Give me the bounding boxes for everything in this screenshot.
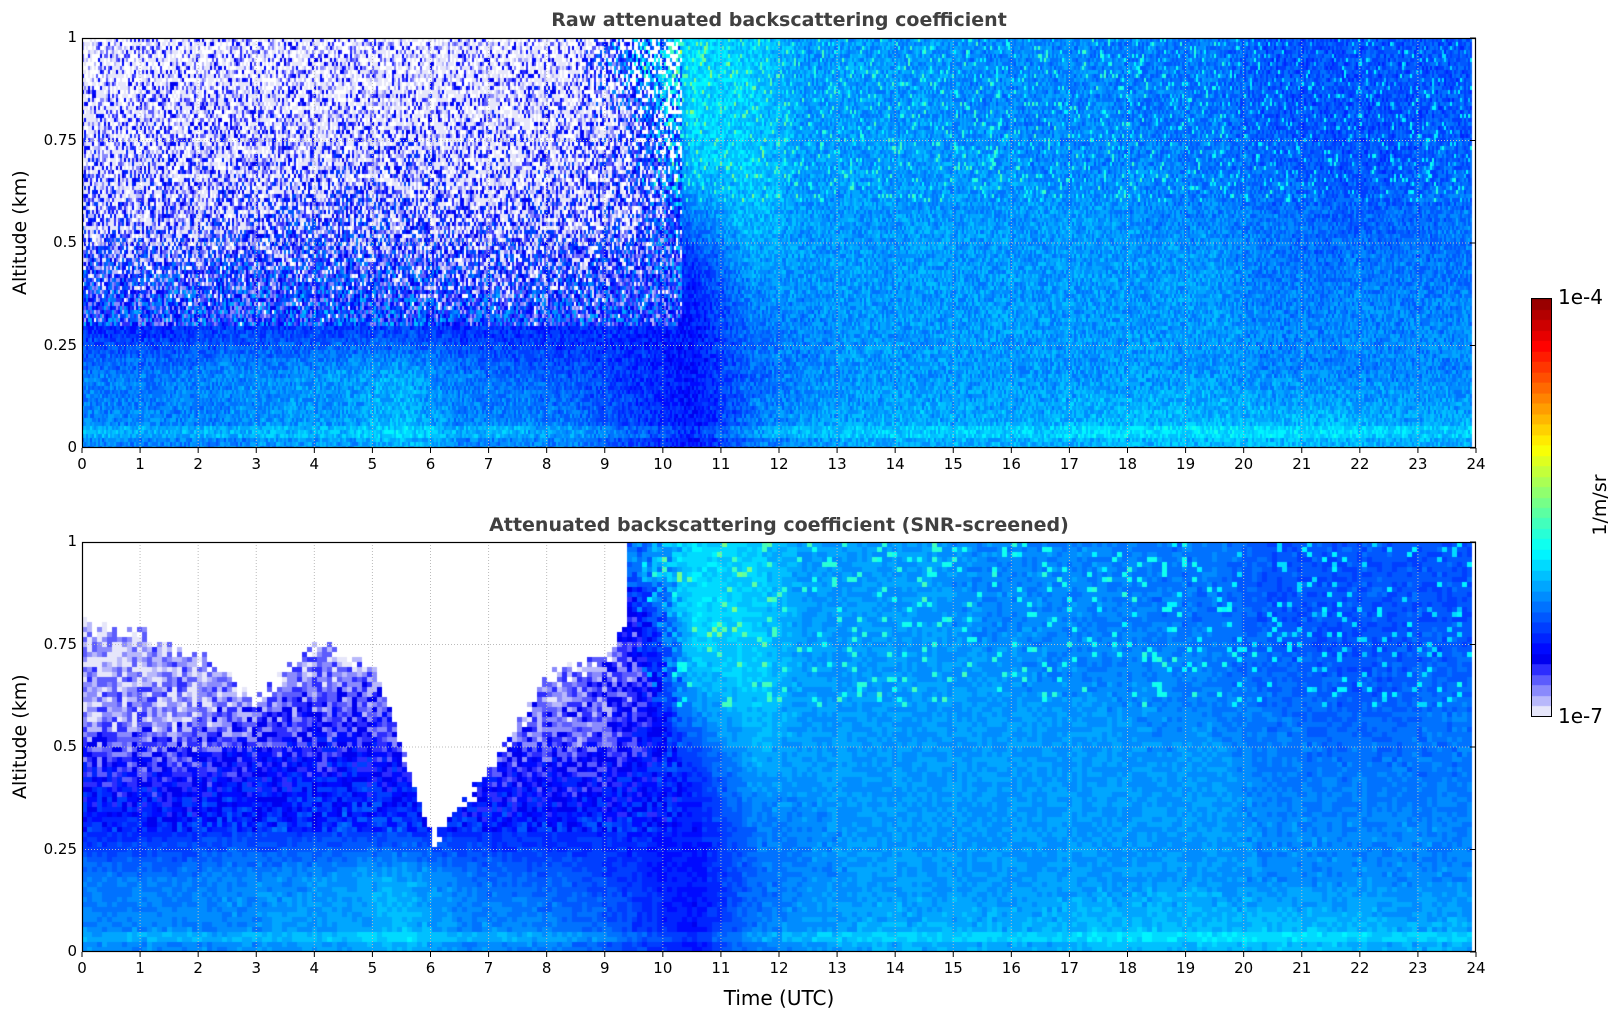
x-tick-label: 0	[77, 959, 87, 977]
x-tick-label: 19	[1176, 455, 1196, 473]
axes-frame	[81, 37, 1477, 449]
colorbar-max-label: 1e-4	[1558, 285, 1603, 309]
x-tick-label: 22	[1350, 455, 1370, 473]
x-tick-label: 16	[1001, 455, 1021, 473]
x-tick-label: 7	[483, 959, 494, 977]
x-tick-label: 6	[425, 455, 436, 473]
x-tick-label: 23	[1408, 455, 1428, 473]
y-tick-label: 0.25	[43, 839, 77, 858]
y-tick-label: 1	[67, 532, 77, 550]
x-tick-label: 9	[599, 455, 610, 473]
x-tick-label: 14	[885, 959, 905, 977]
x-tick-label: 22	[1350, 959, 1370, 977]
x-tick-label: 15	[943, 959, 963, 977]
x-tick-label: 8	[541, 959, 552, 977]
colorbar	[1531, 298, 1552, 717]
x-tick-label: 17	[1059, 959, 1079, 977]
x-tick-label: 23	[1408, 959, 1428, 977]
x-tick-label: 2	[193, 455, 203, 473]
x-axis-label: Time (UTC)	[723, 986, 835, 1010]
x-tick-label: 11	[711, 455, 731, 473]
x-tick-label: 3	[251, 959, 262, 977]
y-tick-label: 0.75	[43, 130, 77, 149]
x-tick-label: 5	[367, 455, 378, 473]
x-tick-label: 18	[1117, 959, 1138, 977]
x-tick-label: 11	[711, 959, 731, 977]
x-tick-label: 13	[827, 959, 847, 977]
x-tick-label: 24	[1466, 455, 1486, 473]
x-tick-label: 5	[367, 959, 378, 977]
x-tick-label: 9	[599, 959, 610, 977]
colorbar-min-label: 1e-7	[1558, 704, 1603, 728]
plot-screened-backscatter: 0 1 2 3 4 5 6 7 8 9 10 11 12 13 14 15 16 17 18 19 20 21 22 23 24…	[44, 532, 1486, 977]
x-tick-label: 2	[193, 959, 203, 977]
y-tick-label: 1	[67, 28, 77, 46]
x-tick-label: 12	[769, 959, 789, 977]
y-tick-label: 0	[67, 438, 77, 456]
x-tick-label: 19	[1176, 959, 1196, 977]
x-tick-label: 6	[425, 959, 436, 977]
chart-title-screened: Attenuated backscattering coefficient (S…	[489, 514, 1069, 536]
x-tick-label: 13	[827, 455, 847, 473]
x-tick-label: 16	[1001, 959, 1021, 977]
x-tick-label: 12	[769, 455, 789, 473]
x-tick-label: 21	[1292, 455, 1312, 473]
plot-raw-backscatter: 0 1 2 3 4 5 6 7 8 9 10 11 12 13 14 15 16 17 18 19 20 21 22 23 24…	[44, 28, 1486, 473]
x-tick-label: 15	[943, 455, 963, 473]
x-tick-label: 4	[309, 455, 320, 473]
x-tick-label: 0	[77, 455, 87, 473]
x-tick-label: 17	[1059, 455, 1079, 473]
x-tick-label: 20	[1234, 455, 1254, 473]
x-tick-label: 10	[653, 455, 673, 473]
x-tick-label: 20	[1234, 959, 1254, 977]
x-tick-label: 18	[1117, 455, 1138, 473]
x-tick-label: 8	[541, 455, 552, 473]
x-tick-label: 14	[885, 455, 905, 473]
colorbar-unit-label: 1/m/sr	[1589, 474, 1611, 536]
y-tick-label: 0.5	[53, 737, 77, 755]
y-tick-label: 0.5	[53, 233, 77, 251]
y-axis-label-raw: Altitude (km)	[9, 170, 31, 295]
axes-frame	[81, 541, 1477, 953]
axes	[81, 541, 1477, 957]
x-tick-label: 1	[135, 959, 145, 977]
y-tick-label: 0.25	[43, 335, 77, 354]
x-tick-label: 4	[309, 959, 320, 977]
x-tick-label: 1	[135, 455, 145, 473]
x-tick-label: 10	[653, 959, 673, 977]
x-tick-label: 24	[1466, 959, 1486, 977]
y-tick-label: 0.75	[43, 634, 77, 653]
chart-title-raw: Raw attenuated backscattering coefficien…	[551, 9, 1007, 31]
y-tick-label: 0	[67, 942, 77, 960]
x-tick-label: 3	[251, 455, 262, 473]
y-axis-label-screened: Altitude (km)	[9, 674, 31, 799]
x-tick-label: 7	[483, 455, 494, 473]
x-tick-label: 21	[1292, 959, 1312, 977]
axes	[81, 37, 1477, 453]
